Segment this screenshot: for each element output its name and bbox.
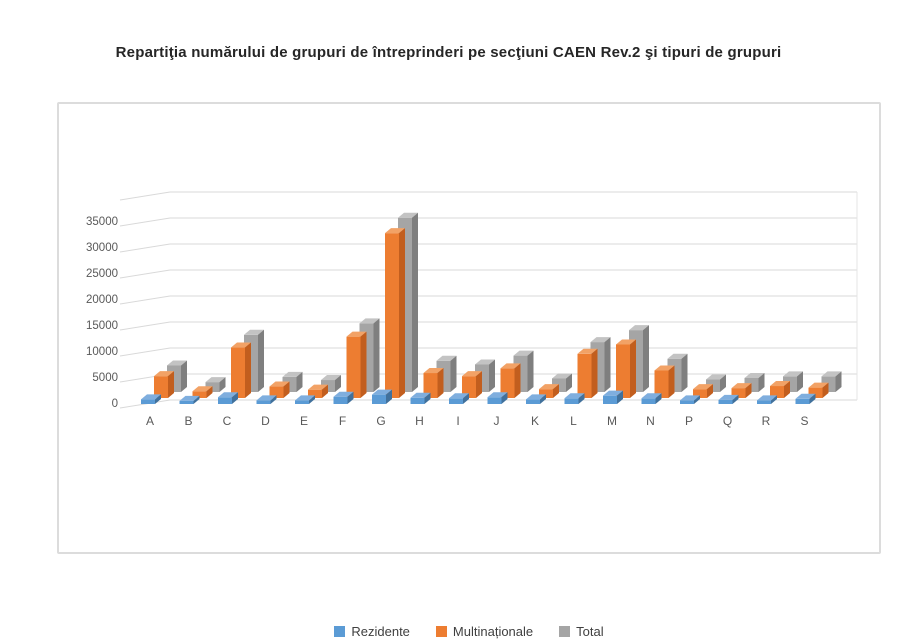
legend-label-total: Total: [576, 624, 604, 639]
legend-item-rezidente: Rezidente: [334, 624, 410, 639]
legend-label-multinationale: Multinaționale: [452, 624, 534, 639]
chart-plot-frame: Rezidente Multinaționale Total: [57, 102, 881, 639]
legend-swatch-multinationale: [435, 626, 447, 637]
chart-page: Repartiţia numărului de grupuri de între…: [57, 44, 881, 639]
legend-swatch-total: [559, 626, 571, 637]
legend-item-multinationale: Multinaționale: [435, 624, 534, 639]
chart-title: Repartiţia numărului de grupuri de între…: [115, 44, 782, 61]
legend-swatch-rezidente: [334, 626, 346, 637]
legend-label-rezidente: Rezidente: [351, 624, 410, 639]
chart-legend: Rezidente Multinaționale Total: [59, 624, 879, 639]
legend-item-total: Total: [559, 624, 604, 639]
